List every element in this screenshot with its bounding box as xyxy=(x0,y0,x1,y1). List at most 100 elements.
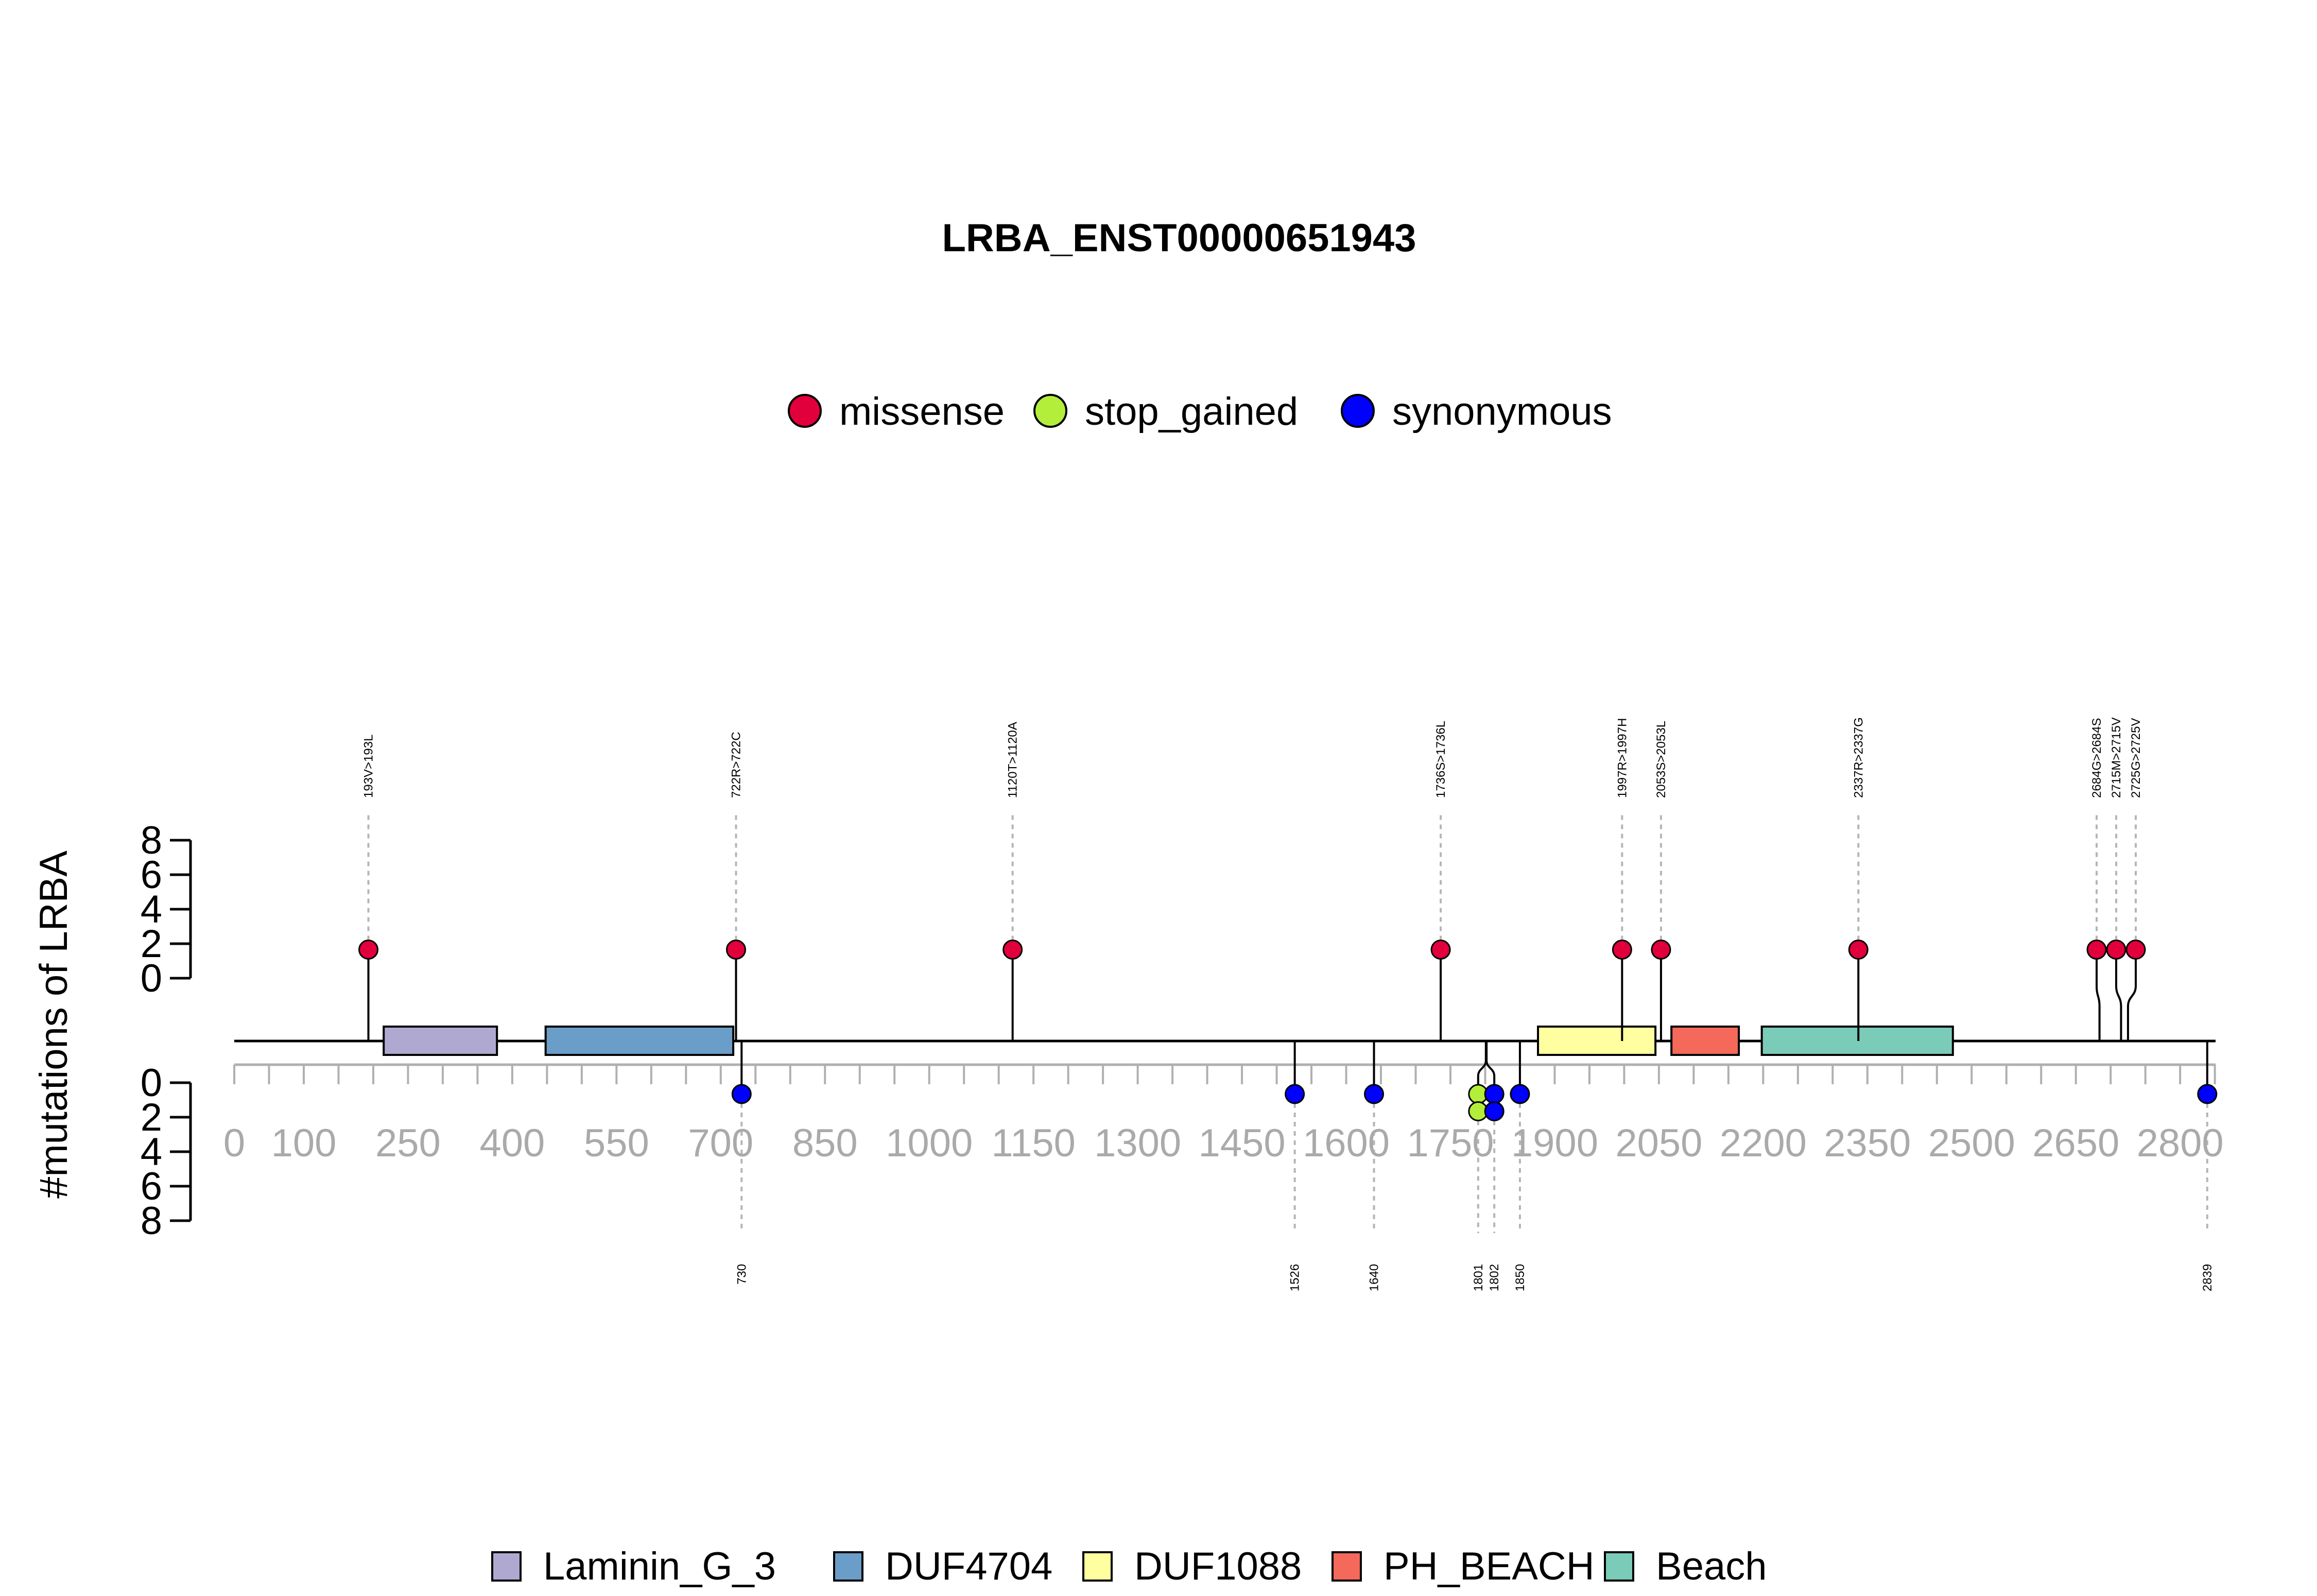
domain-DUF1088 xyxy=(1537,1026,1657,1056)
point-synonymous xyxy=(2197,1084,2218,1104)
domain-legend-swatch-PH_BEACH xyxy=(1332,1551,1362,1582)
legend-label-missense: missense xyxy=(839,390,1005,433)
domain-legend: Laminin_G_3 DUF4704 DUF1088 PH_BEACH Beach xyxy=(491,1545,1767,1588)
point-synonymous xyxy=(731,1084,752,1104)
x-tick-label: 2500 xyxy=(1928,1121,2015,1165)
chart-title: LRBA_ENST00000651943 xyxy=(942,216,1416,260)
domain-legend-label-DUF1088: DUF1088 xyxy=(1134,1545,1302,1588)
x-tick-label: 2350 xyxy=(1824,1121,1911,1165)
mutation-legend-item: synonymous xyxy=(1341,390,1612,433)
domain-legend-label-PH_BEACH: PH_BEACH xyxy=(1384,1545,1595,1588)
position-label: 1640 xyxy=(1368,1264,1381,1291)
x-tick-label: 1300 xyxy=(1094,1121,1181,1165)
y-bottom-tick-label: 4 xyxy=(141,1130,162,1174)
x-tick-label: 1750 xyxy=(1407,1121,1494,1165)
point-missense xyxy=(358,940,378,960)
point-synonymous xyxy=(1484,1084,1505,1104)
domain-legend-label-Laminin_G_3: Laminin_G_3 xyxy=(543,1545,776,1588)
point-missense xyxy=(2086,940,2107,960)
point-missense xyxy=(1002,940,1023,960)
domain-legend-swatch-Beach xyxy=(1604,1551,1634,1582)
x-tick-label: 1600 xyxy=(1303,1121,1390,1165)
legend-marker-missense xyxy=(788,394,822,428)
x-tick-label: 1150 xyxy=(991,1121,1075,1165)
y-top-tick-label: 4 xyxy=(141,888,162,931)
point-synonymous xyxy=(1484,1101,1505,1121)
domain-legend-swatch-Laminin_G_3 xyxy=(491,1551,522,1582)
mutation-label: 1736S>1736L xyxy=(1434,721,1448,798)
y-top-tick-label: 8 xyxy=(141,819,162,862)
domain-legend-swatch-DUF1088 xyxy=(1082,1551,1113,1582)
legend-marker-synonymous xyxy=(1341,394,1375,428)
lollipop-stems xyxy=(367,949,2208,1094)
lollipop-points xyxy=(358,940,2218,1121)
mutation-legend-item: missense xyxy=(788,390,1005,433)
point-missense xyxy=(1612,940,1632,960)
legend-label-synonymous: synonymous xyxy=(1392,390,1612,433)
stem xyxy=(2115,949,2122,1041)
x-tick-label: 0 xyxy=(223,1121,245,1165)
position-label: 1850 xyxy=(1513,1264,1527,1291)
point-missense xyxy=(1651,940,1671,960)
x-tick-label: 2800 xyxy=(2137,1121,2224,1165)
legend-label-stop_gained: stop_gained xyxy=(1085,390,1298,433)
x-tick-label: 1000 xyxy=(886,1121,973,1165)
domain-legend-item: Laminin_G_3 xyxy=(491,1545,776,1588)
domain-legend-label-Beach: Beach xyxy=(1656,1545,1767,1588)
stem xyxy=(2126,949,2137,1041)
domain-boxes xyxy=(383,1026,1954,1056)
domain-legend-item: PH_BEACH xyxy=(1332,1545,1595,1588)
x-tick-label: 2650 xyxy=(2032,1121,2119,1165)
mutation-label: 722R>722C xyxy=(729,732,743,798)
y-axis-label: #mutations of LRBA xyxy=(32,851,76,1199)
x-tick-label: 1900 xyxy=(1511,1121,1598,1165)
x-tick-label: 550 xyxy=(584,1121,649,1165)
guide-lines xyxy=(367,811,2208,1233)
position-label: 2839 xyxy=(2201,1264,2215,1291)
domain-DUF4704 xyxy=(544,1026,735,1056)
mutation-label: 2684G>2684S xyxy=(2090,718,2104,798)
domain-legend-item: DUF4704 xyxy=(833,1545,1052,1588)
mutation-label: 2725G>2725V xyxy=(2129,718,2143,798)
y-bottom-tick-label: 2 xyxy=(141,1096,162,1139)
domain-legend-label-DUF4704: DUF4704 xyxy=(885,1545,1052,1588)
point-missense xyxy=(2125,940,2146,960)
x-tick-label: 1450 xyxy=(1199,1121,1286,1165)
mutation-labels: 193V>193L 722R>722C 1120T>1120A 1736S>1736L… xyxy=(361,717,2214,1291)
point-synonymous xyxy=(1285,1084,1305,1104)
mutation-label: 2715M>2715V xyxy=(2109,717,2123,798)
mutation-label: 1997R>1997H xyxy=(1615,718,1629,798)
point-missense xyxy=(1848,940,1869,960)
domain-Beach xyxy=(1760,1026,1954,1056)
mutation-legend-item: stop_gained xyxy=(1033,390,1298,433)
mutation-label: 2053S>2053L xyxy=(1654,721,1668,798)
domain-legend-swatch-DUF4704 xyxy=(833,1551,863,1582)
y-top-tick-label: 6 xyxy=(141,853,162,897)
mutation-label: 2337R>2337G xyxy=(1852,717,1865,798)
x-tick-label: 100 xyxy=(271,1121,337,1165)
point-synonymous xyxy=(1510,1084,1530,1104)
position-label: 730 xyxy=(735,1264,749,1285)
position-label: 1802 xyxy=(1488,1264,1501,1291)
domain-legend-item: Beach xyxy=(1604,1545,1767,1588)
point-missense xyxy=(1430,940,1451,960)
stem xyxy=(2095,949,2101,1041)
x-tick-label: 700 xyxy=(688,1121,753,1165)
x-tick-label: 400 xyxy=(479,1121,545,1165)
point-synonymous xyxy=(1364,1084,1385,1104)
x-tick-label: 2050 xyxy=(1615,1121,1702,1165)
x-tick-label: 2200 xyxy=(1720,1121,1807,1165)
point-missense xyxy=(725,940,746,960)
y-bottom-tick-label: 6 xyxy=(141,1165,162,1208)
domain-legend-item: DUF1088 xyxy=(1082,1545,1302,1588)
x-tick-label: 250 xyxy=(375,1121,441,1165)
domain-Laminin_G_3 xyxy=(383,1026,498,1056)
y-top-tick-label: 2 xyxy=(141,922,162,966)
position-label: 1526 xyxy=(1288,1264,1302,1291)
position-label: 1801 xyxy=(1472,1264,1485,1291)
x-tick-label: 850 xyxy=(792,1121,858,1165)
mutation-label: 1120T>1120A xyxy=(1006,722,1020,798)
mutation-legend: missense stop_gained synonymous xyxy=(788,390,1612,433)
